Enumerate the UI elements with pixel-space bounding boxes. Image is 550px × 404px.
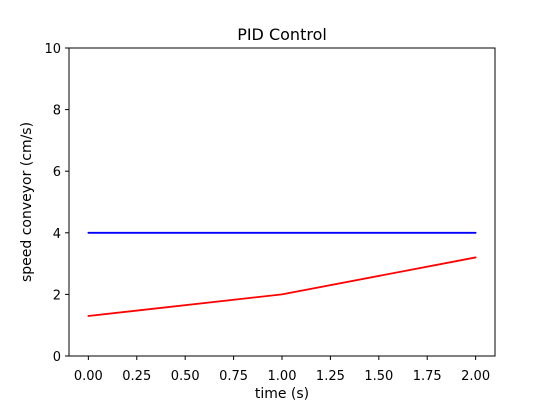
plot-frame bbox=[68, 47, 496, 357]
y-axis-label: speed conveyor (cm/s) bbox=[19, 122, 35, 282]
x-axis-label: time (s) bbox=[255, 386, 309, 400]
plot-content bbox=[87, 231, 477, 317]
y-axis-tick-label: 0 bbox=[53, 350, 61, 365]
y-axis-tick-label: 2 bbox=[53, 288, 61, 303]
x-axis-tick-label: 0.25 bbox=[122, 369, 151, 384]
x-axis-tick-label: 1.75 bbox=[413, 369, 442, 384]
x-axis-tick-label: 1.50 bbox=[364, 369, 393, 384]
y-axis-tick-label: 4 bbox=[53, 227, 61, 242]
chart-title: PID Control bbox=[237, 25, 327, 44]
x-axis-tick-label: 2.00 bbox=[461, 369, 490, 384]
y-axis-tick-label: 6 bbox=[53, 165, 61, 180]
y-axis-tick-label: 8 bbox=[53, 104, 61, 119]
x-axis-tick-label: 1.25 bbox=[316, 369, 345, 384]
x-axis-tick-label: 0.00 bbox=[74, 369, 103, 384]
response-line bbox=[87, 256, 477, 317]
x-axis-tick-label: 0.50 bbox=[171, 369, 200, 384]
x-axis-tick-label: 0.75 bbox=[219, 369, 248, 384]
ticks-layer: 0 2 4 6 8 10 0.00 0.25 0.50 0.75 1.00 1.25 1.50 1.75 2… bbox=[44, 42, 490, 384]
y-axis-tick-label: 10 bbox=[44, 42, 61, 57]
x-axis-tick-label: 1.00 bbox=[268, 369, 297, 384]
